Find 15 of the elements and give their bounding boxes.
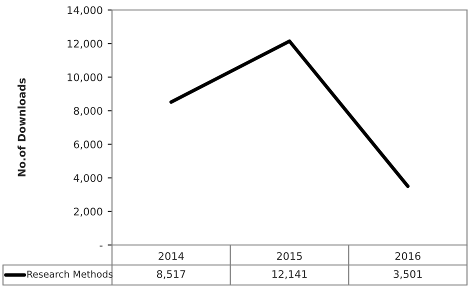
data-label: 8,517	[156, 270, 186, 280]
x-tick-label: 2015	[277, 252, 302, 260]
x-tick-label: 2014	[158, 252, 184, 260]
y-tick-label: 14,000	[68, 6, 102, 16]
y-tick-label: 12,000	[68, 40, 102, 49]
y-tick-label: -	[100, 246, 102, 247]
data-label: 3,501	[394, 270, 422, 280]
y-tick-label: 4,000	[74, 174, 102, 184]
y-tick-label: 2,000	[74, 208, 102, 217]
y-tick-label: 8,000	[74, 106, 102, 116]
x-tick-label: 2016	[395, 252, 420, 260]
data-label: 12,141	[272, 270, 307, 280]
y-tick-label: 10,000	[68, 73, 102, 82]
y-axis-title: No.of Downloads	[18, 78, 26, 176]
y-tick-label: 6,000	[74, 140, 102, 150]
